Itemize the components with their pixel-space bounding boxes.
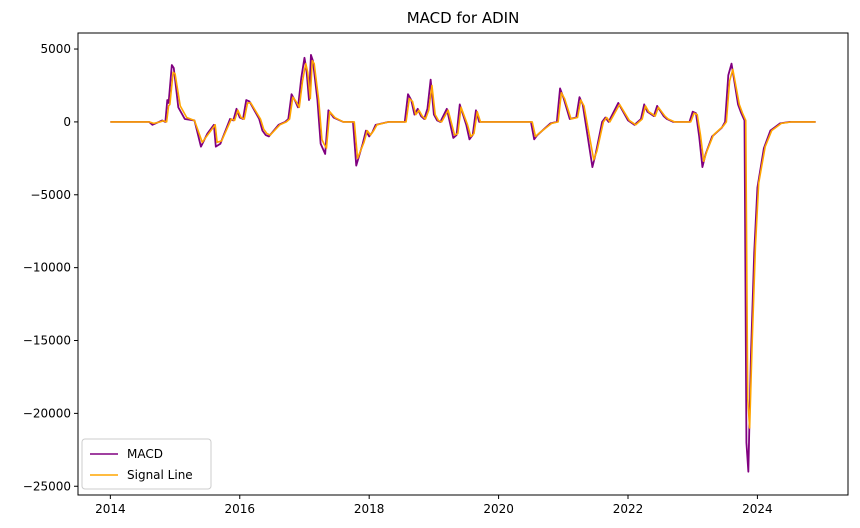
x-tick-label: 2020 [483, 502, 514, 516]
y-tick-label: −5000 [30, 188, 71, 202]
y-axis: 5000 0 −5000 −10000 −15000 −20000 −25000 [23, 42, 78, 493]
x-tick-label: 2018 [354, 502, 385, 516]
y-tick-label: −20000 [23, 406, 71, 420]
series-line-macd [110, 53, 816, 473]
plot-area [77, 32, 849, 496]
legend-box [81, 438, 212, 490]
y-tick-label: 0 [63, 115, 71, 129]
y-tick-label: −10000 [23, 261, 71, 275]
series-line-signal-line [110, 59, 816, 429]
series-layer [110, 53, 816, 473]
y-tick-label: −25000 [23, 479, 71, 493]
legend-label-signal-line: Signal Line [127, 468, 193, 482]
y-tick-label: −15000 [23, 334, 71, 348]
x-tick-label: 2022 [613, 502, 644, 516]
chart-title: MACD for ADIN [407, 9, 520, 27]
x-tick-label: 2024 [742, 502, 773, 516]
x-tick-label: 2016 [224, 502, 255, 516]
y-tick-label: 5000 [40, 42, 71, 56]
x-tick-label: 2014 [95, 502, 126, 516]
x-axis: 2014 2016 2018 2020 2022 2024 [95, 495, 773, 516]
legend: MACD Signal Line [81, 438, 212, 490]
axes-frame [77, 32, 849, 496]
legend-label-macd: MACD [127, 447, 163, 461]
